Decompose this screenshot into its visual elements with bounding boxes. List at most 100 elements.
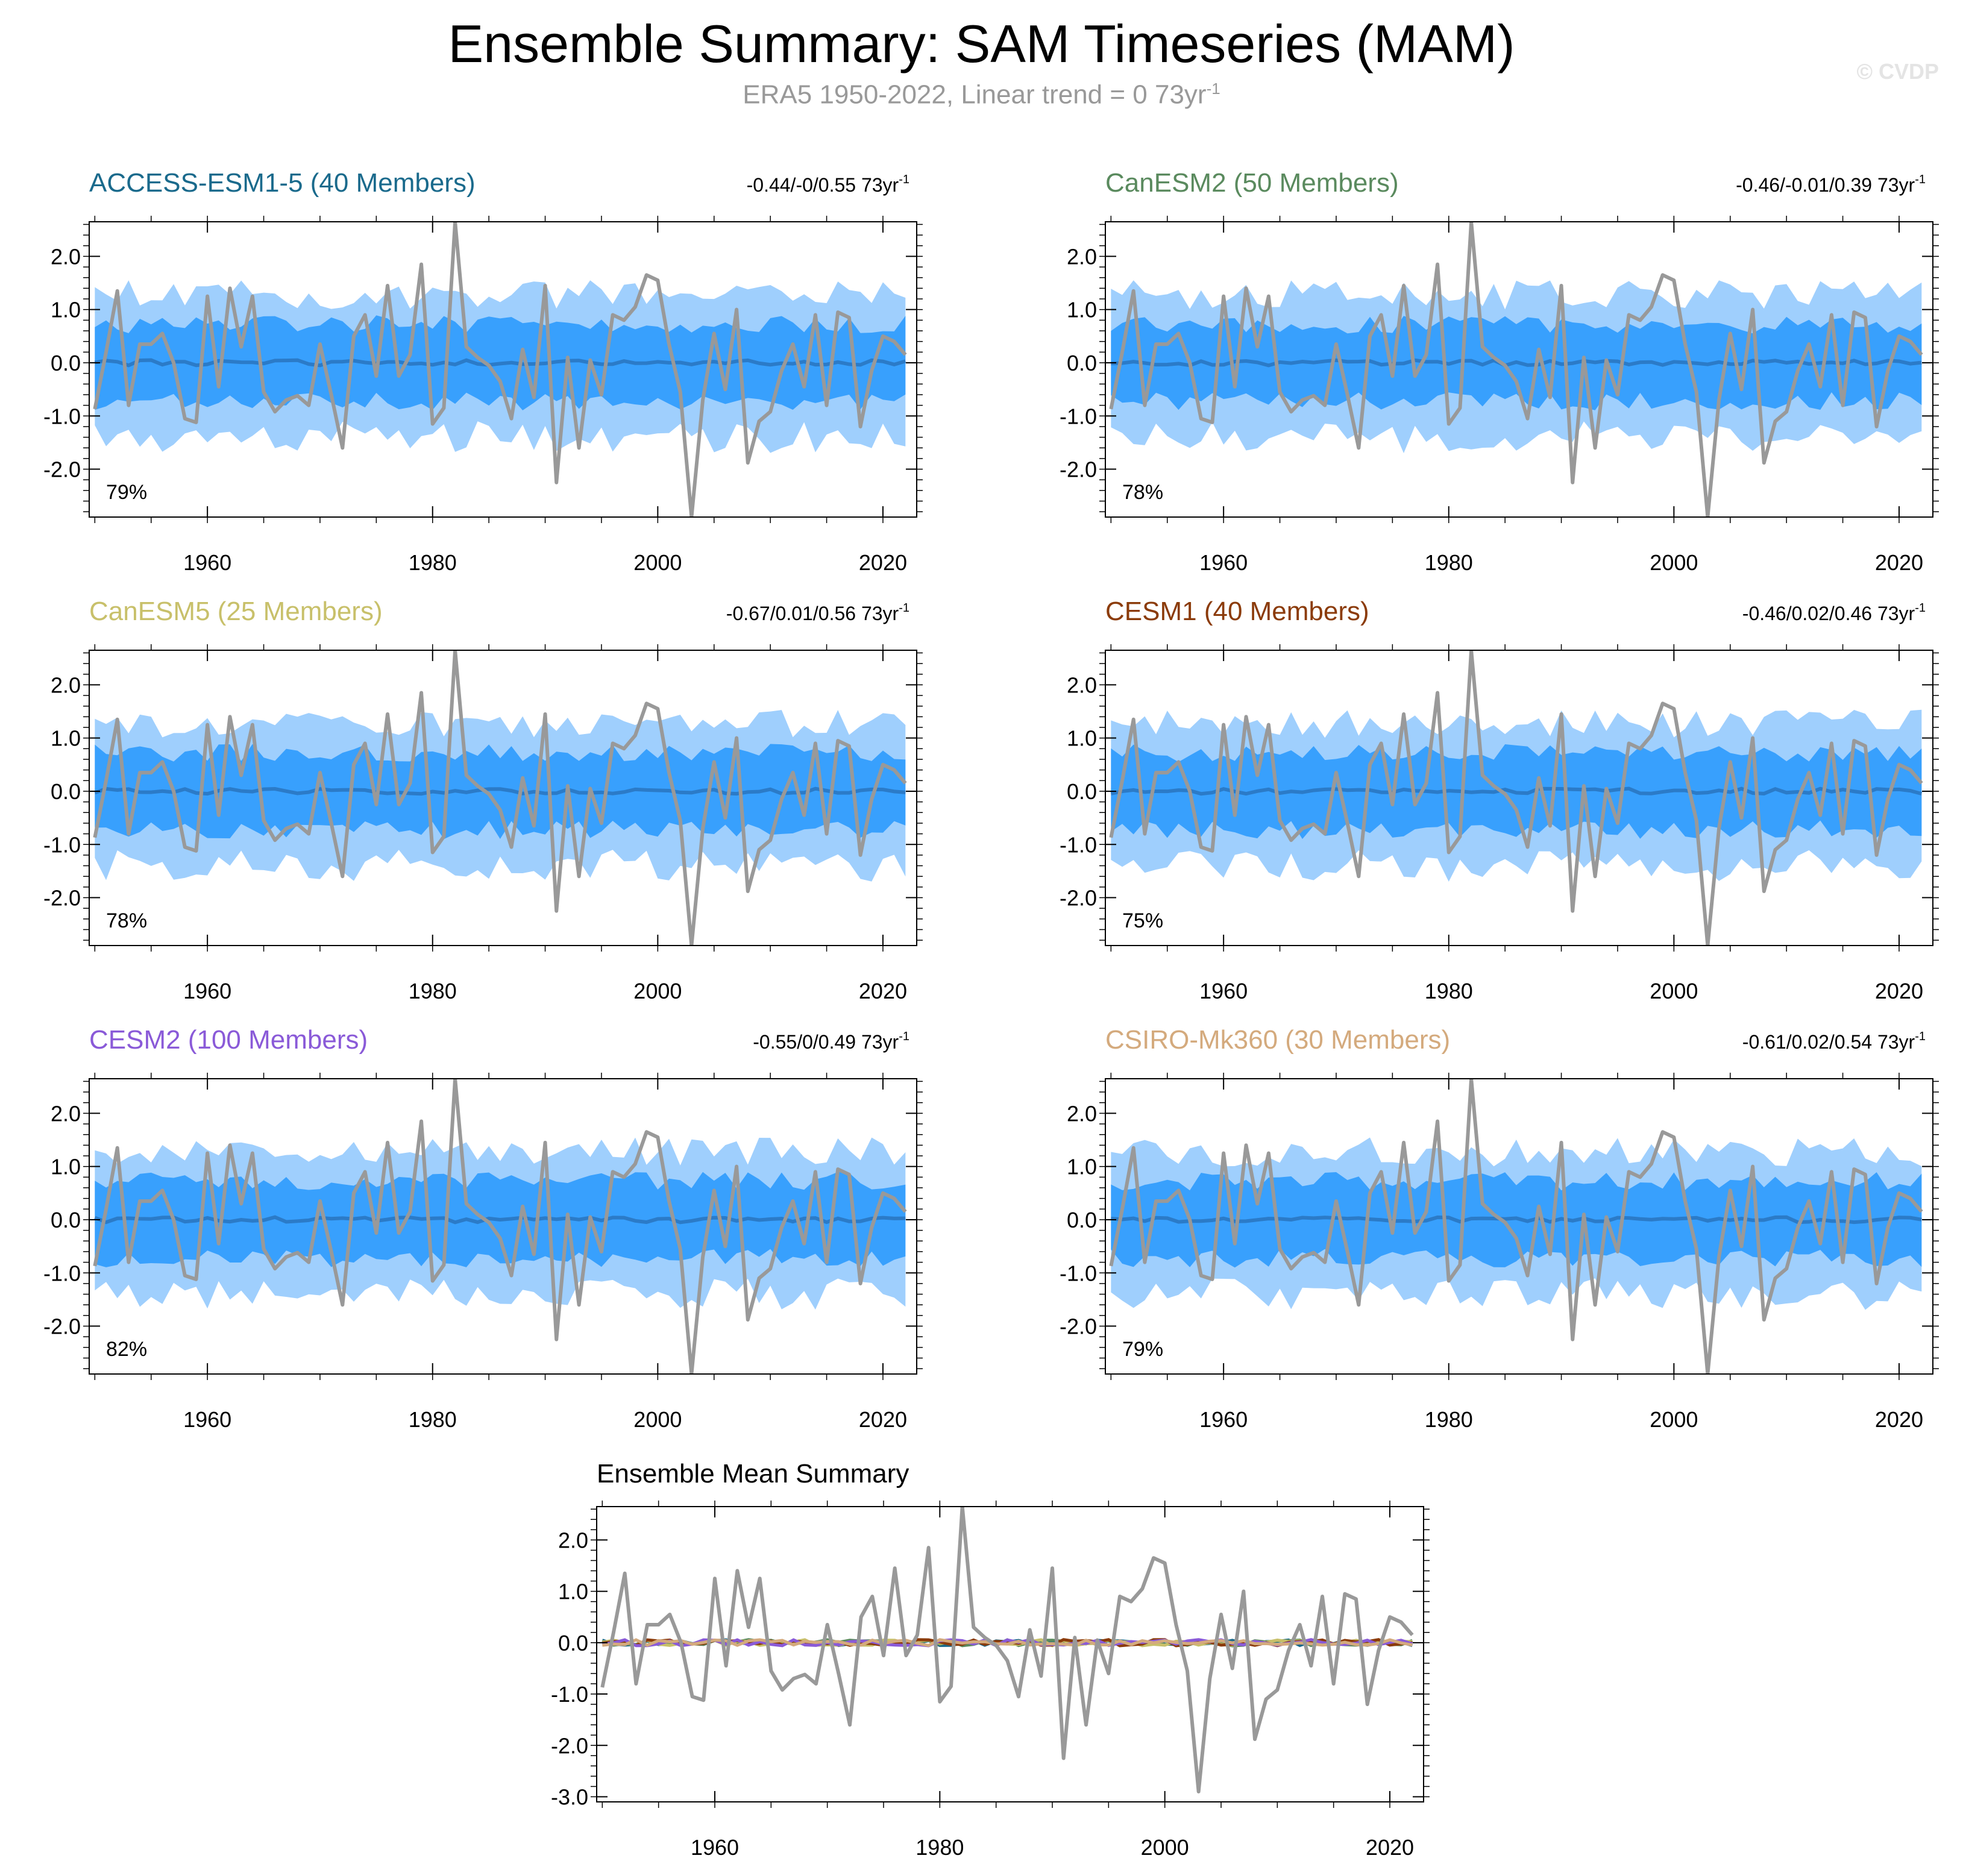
y-tick-label: -2.0: [1060, 457, 1097, 482]
panel-title: CanESM2 (50 Members): [1105, 168, 1399, 198]
x-tick-label: 2000: [1650, 550, 1698, 575]
plot-frame: [596, 1506, 1424, 1802]
plot-frame: [89, 221, 917, 518]
x-tick-label: 1960: [183, 979, 231, 1003]
panel-title: CESM2 (100 Members): [89, 1025, 368, 1055]
percent-label: 75%: [1122, 909, 1163, 932]
plot-frame: [1105, 650, 1933, 946]
x-tick-label: 1960: [183, 550, 231, 575]
observed-line: [93, 650, 907, 946]
plot-area: [93, 1079, 907, 1374]
y-tick-label: -1.0: [43, 404, 81, 428]
x-tick-label: 2020: [859, 550, 907, 575]
panel-CanESM5: 2.0 1.0 0.0 -1.0 -2.0 1960 1980 2000 2020 CanESM5…: [43, 597, 923, 1003]
x-tick-label: 2000: [633, 1407, 682, 1432]
panel-summary: 2.0 1.0 0.0 -1.0 -2.0 -3.0 1960 1980 2000 2020 Ens…: [551, 1459, 1430, 1860]
plot-area: [1109, 650, 1923, 946]
trend-label: -0.61/0.02/0.54 73yr-1: [1742, 1030, 1926, 1053]
x-tick-label: 1960: [1199, 550, 1248, 575]
x-tick-label: 1980: [409, 1407, 457, 1432]
y-tick-label: 2.0: [51, 1101, 81, 1126]
y-tick-label: -1.0: [551, 1682, 588, 1707]
panel-title: Ensemble Mean Summary: [597, 1459, 909, 1489]
panel-title: ACCESS-ESM1-5 (40 Members): [89, 168, 476, 198]
trend-label: -0.44/-0/0.55 73yr-1: [747, 173, 909, 196]
panel-ACCESS-ESM1-5: 2.0 1.0 0.0 -1.0 -2.0 1960 1980 2000 2020 ACCESS-…: [43, 168, 923, 575]
y-tick-label: 1.0: [1067, 298, 1097, 322]
trend-label: -0.46/0.02/0.46 73yr-1: [1742, 601, 1926, 624]
y-tick-label: -1.0: [1060, 404, 1097, 428]
y-tick-label: 1.0: [51, 298, 81, 322]
percent-label: 78%: [106, 909, 147, 932]
plot-area: [1109, 222, 1923, 517]
y-tick-label: 2.0: [51, 244, 81, 269]
y-tick-label: -1.0: [1060, 832, 1097, 857]
trend-label: -0.55/0/0.49 73yr-1: [753, 1030, 909, 1053]
y-tick-label: 2.0: [1067, 673, 1097, 697]
y-tick-label: 1.0: [558, 1580, 588, 1604]
panel-title: CSIRO-Mk360 (30 Members): [1105, 1025, 1450, 1055]
y-tick-label: 0.0: [51, 351, 81, 375]
y-tick-label: 0.0: [558, 1631, 588, 1655]
subtitle-superscript: -1: [1206, 80, 1220, 98]
percent-label: 82%: [106, 1338, 147, 1361]
x-tick-label: 2000: [633, 979, 682, 1003]
x-tick-label: 1980: [409, 979, 457, 1003]
x-tick-label: 1980: [1425, 979, 1473, 1003]
ensemble-mean-line: [94, 786, 906, 796]
y-tick-label: 2.0: [558, 1528, 588, 1552]
ensemble-mean-line: [94, 1215, 906, 1225]
ensemble-mean-line: [1110, 786, 1923, 796]
x-tick-label: 2000: [1650, 979, 1698, 1003]
observed-line: [1109, 222, 1923, 517]
y-tick-label: -1.0: [43, 832, 81, 857]
y-tick-label: 0.0: [1067, 1208, 1097, 1232]
observed-line: [1109, 1079, 1923, 1374]
y-tick-label: -2.0: [1060, 1314, 1097, 1339]
percent-label: 78%: [1122, 481, 1163, 504]
x-tick-label: 2000: [633, 550, 682, 575]
ensemble-mean-line: [94, 358, 906, 368]
y-tick-label: -1.0: [1060, 1261, 1097, 1285]
panel-CSIRO-Mk360: 2.0 1.0 0.0 -1.0 -2.0 1960 1980 2000 2020 CSIRO-M…: [1060, 1025, 1939, 1432]
y-tick-label: -2.0: [43, 457, 81, 482]
x-tick-label: 2020: [1875, 1407, 1923, 1432]
y-tick-label: 0.0: [1067, 351, 1097, 375]
trend-label: -0.46/-0.01/0.39 73yr-1: [1736, 173, 1926, 196]
percent-label: 79%: [106, 481, 147, 504]
y-tick-label: -2.0: [43, 1314, 81, 1339]
x-tick-label: 1980: [1425, 1407, 1473, 1432]
y-tick-label: 1.0: [1067, 726, 1097, 751]
y-tick-label: 1.0: [51, 1155, 81, 1179]
x-tick-label: 1960: [1199, 979, 1248, 1003]
y-tick-label: -2.0: [43, 886, 81, 911]
y-tick-label: 1.0: [1067, 1155, 1097, 1179]
x-tick-label: 1960: [1199, 1407, 1248, 1432]
plot-area: [600, 1507, 1414, 1793]
x-tick-label: 1960: [183, 1407, 231, 1432]
x-tick-label: 1980: [409, 550, 457, 575]
y-tick-label: 0.0: [51, 1208, 81, 1232]
observed-line: [600, 1507, 1414, 1793]
percent-label: 79%: [1122, 1338, 1163, 1361]
panel-title: CESM1 (40 Members): [1105, 597, 1369, 626]
x-tick-label: 2020: [859, 1407, 907, 1432]
ensemble-mean-line: [1111, 358, 1922, 368]
observed-line: [93, 1079, 907, 1374]
plot-frame: [89, 1078, 917, 1375]
panel-CESM1: 2.0 1.0 0.0 -1.0 -2.0 1960 1980 2000 2020 CESM1 (…: [1060, 597, 1939, 1003]
y-tick-label: -1.0: [43, 1261, 81, 1285]
y-tick-label: 2.0: [1067, 1101, 1097, 1126]
observed-line: [1109, 650, 1923, 946]
y-tick-label: 0.0: [51, 779, 81, 804]
panel-CanESM2: 2.0 1.0 0.0 -1.0 -2.0 1960 1980 2000 2020 CanESM2…: [1060, 168, 1939, 575]
panel-title: CanESM5 (25 Members): [89, 597, 383, 626]
watermark-label: © CVDP: [1856, 59, 1939, 84]
x-tick-label: 2000: [1141, 1835, 1189, 1860]
x-tick-label: 2000: [1650, 1407, 1698, 1432]
y-tick-label: -2.0: [1060, 886, 1097, 911]
figure-subtitle: ERA5 1950-2022, Linear trend = 0 73yr-1: [0, 80, 1963, 110]
x-tick-label: 2020: [859, 979, 907, 1003]
y-tick-label: 2.0: [51, 673, 81, 697]
